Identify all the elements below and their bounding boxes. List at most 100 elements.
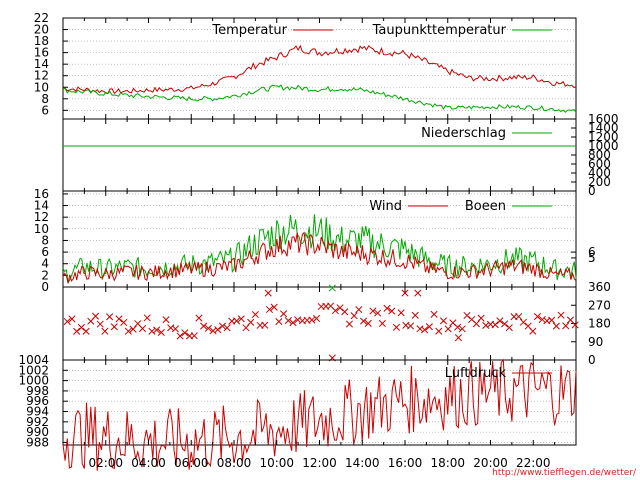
y-right-tick-label: 400 (588, 166, 611, 180)
direction-marker (430, 310, 438, 318)
direction-marker (378, 319, 386, 328)
y-tick-label: 4 (41, 257, 49, 271)
y-right-tick-label: 90 (588, 335, 603, 349)
x-tick-label: 14:00 (345, 456, 380, 470)
y-tick-label: 6 (41, 103, 49, 117)
direction-marker (312, 314, 321, 322)
direction-marker (571, 321, 579, 329)
direction-marker (491, 321, 499, 329)
direction-marker (533, 313, 542, 321)
direction-marker (439, 317, 448, 325)
y-tick-label: 0 (41, 280, 49, 294)
legend-label: Boeen (465, 199, 506, 214)
direction-marker (181, 329, 189, 337)
direction-marker (77, 323, 85, 331)
y-tick-label: 996 (26, 394, 49, 408)
direction-marker (289, 319, 297, 327)
direction-marker (477, 314, 485, 322)
direction-marker (482, 321, 490, 329)
y-tick-label: 12 (34, 210, 49, 224)
direction-marker (454, 334, 462, 342)
x-tick-label: 20:00 (473, 456, 508, 470)
direction-marker (242, 324, 250, 332)
direction-marker (359, 317, 368, 325)
direction-marker (214, 326, 222, 334)
direction-marker (101, 327, 109, 335)
direction-marker (557, 311, 565, 319)
direction-marker (190, 332, 198, 340)
direction-marker (388, 307, 396, 315)
direction-marker (153, 326, 161, 334)
direction-marker (218, 322, 227, 330)
y-tick-label: 14 (34, 57, 49, 71)
direction-marker (120, 318, 128, 327)
y-tick-label: 994 (26, 405, 49, 419)
x-tick-label: 12:00 (302, 456, 337, 470)
direction-marker (129, 325, 137, 333)
direction-marker (110, 323, 118, 331)
direction-marker (223, 324, 231, 332)
panel-4: 0 90 180 270 360 (62, 280, 611, 367)
direction-marker (265, 305, 274, 314)
direction-marker (505, 324, 513, 332)
y-right-tick-label: 0 (588, 353, 596, 367)
direction-marker (200, 322, 208, 330)
series-line-taupunkt (62, 84, 577, 113)
direction-marker (138, 324, 147, 333)
y-tick-label: 10 (34, 222, 49, 236)
direction-marker (416, 325, 424, 333)
direction-marker (350, 312, 358, 320)
y-tick-label: 6 (41, 245, 49, 259)
direction-marker (176, 332, 184, 340)
direction-marker (397, 309, 405, 317)
direction-marker (444, 325, 452, 333)
y-right-tick-label: 270 (588, 298, 611, 312)
direction-marker (496, 317, 504, 325)
direction-marker (355, 306, 363, 314)
direction-marker (472, 320, 480, 328)
y-right-tick-label: 0 (588, 184, 596, 198)
direction-marker (538, 315, 546, 324)
direction-marker (411, 311, 419, 319)
y-tick-label: 8 (41, 233, 49, 247)
y-right-tick-label: 1400 (588, 121, 619, 135)
x-tick-label: 06:00 (174, 456, 209, 470)
y-tick-label: 16 (34, 187, 49, 201)
direction-marker (392, 323, 401, 331)
direction-marker (68, 315, 76, 323)
legend-label: Luftdruck (445, 366, 507, 381)
direction-marker (562, 322, 570, 330)
direction-marker (195, 314, 203, 322)
legend-label: Temperatur (211, 23, 287, 38)
legend-label: Wind (369, 199, 402, 214)
y-right-tick-label: 1600 (588, 112, 619, 126)
direction-marker (106, 313, 114, 321)
x-tick-label: 22:00 (516, 456, 551, 470)
legend-label: Niederschlag (421, 126, 506, 141)
direction-marker (233, 317, 241, 325)
y-tick-label: 20 (34, 23, 49, 37)
footer-url[interactable]: http://www.tiefflegen.de/wetter/ (492, 468, 637, 478)
y-tick-label: 1000 (18, 374, 49, 388)
panel-frame (62, 286, 577, 361)
y-tick-label: 990 (26, 425, 49, 439)
y-right-tick-label: 360 (588, 280, 611, 294)
direction-marker (529, 327, 537, 335)
y-tick-label: 22 (34, 11, 49, 25)
x-tick-label: 02:00 (88, 456, 123, 470)
y-right-tick-label: 6 (588, 245, 596, 259)
direction-marker (425, 323, 433, 331)
direction-marker (264, 289, 272, 297)
direction-marker (407, 322, 415, 330)
direction-marker (454, 323, 462, 331)
direction-marker (374, 309, 382, 317)
y-right-tick-label: 800 (588, 148, 611, 162)
direction-marker (345, 320, 353, 328)
y-tick-label: 16 (34, 46, 49, 60)
y-right-tick-label: 5 (588, 251, 596, 265)
series-line-temperatur (62, 44, 577, 95)
y-tick-label: 12 (34, 69, 49, 83)
